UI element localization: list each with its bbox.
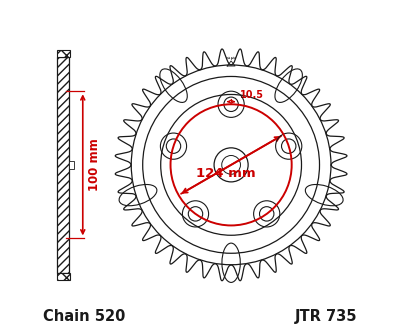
Bar [57, 57, 69, 273]
Bar [57, 50, 70, 57]
Text: JTR 735: JTR 735 [295, 309, 357, 324]
Text: 100 mm: 100 mm [88, 139, 101, 191]
Text: 124 mm: 124 mm [196, 166, 256, 179]
Bar [57, 273, 70, 280]
Bar [57, 57, 69, 273]
Bar [57, 273, 70, 280]
Bar [57, 50, 70, 57]
Bar [69, 161, 74, 169]
Text: Chain 520: Chain 520 [43, 309, 125, 324]
Text: 10.5: 10.5 [240, 90, 264, 100]
